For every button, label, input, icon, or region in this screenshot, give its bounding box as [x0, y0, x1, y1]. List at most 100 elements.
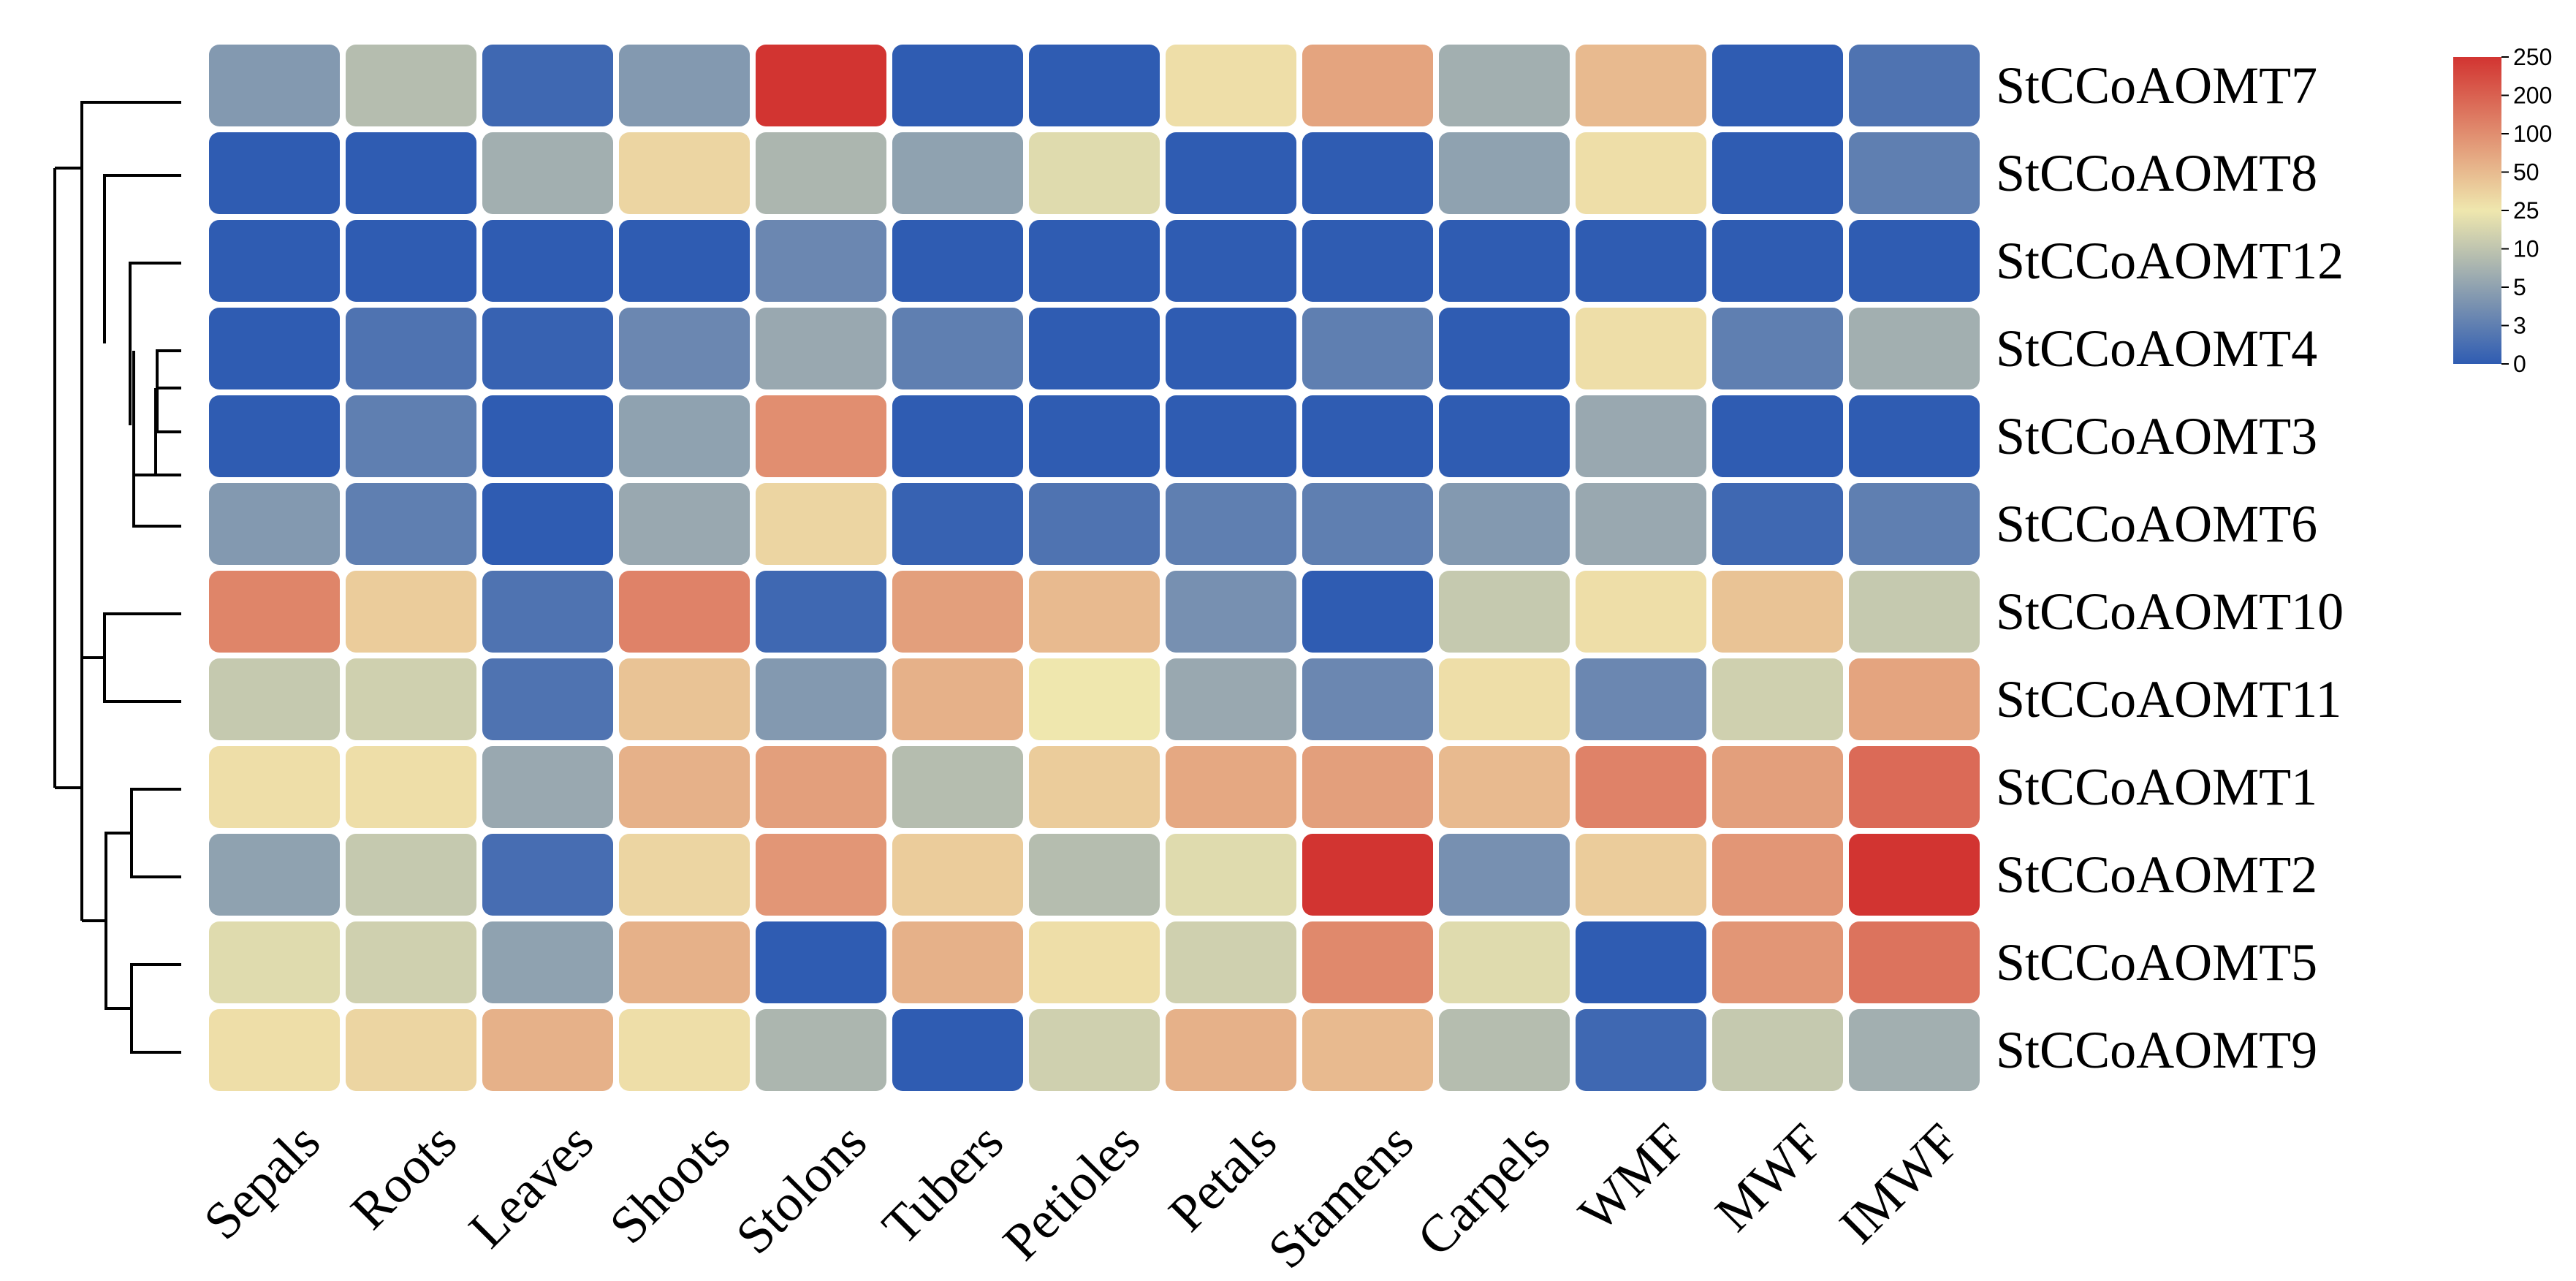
row-label: StCCoAOMT6 [1996, 495, 2317, 553]
heatmap-cell [209, 308, 340, 389]
heatmap-cell [1576, 395, 1706, 477]
heatmap-cell [346, 571, 476, 653]
heatmap-cell [1029, 834, 1160, 916]
heatmap-cell [1029, 571, 1160, 653]
heatmap-cell [346, 220, 476, 302]
heatmap-cell [756, 746, 886, 828]
heatmap-cell [1439, 658, 1570, 740]
heatmap-cell [1849, 834, 1980, 916]
row-label: StCCoAOMT4 [1996, 319, 2317, 378]
heatmap-cell [1029, 483, 1160, 565]
heatmap-cell [1712, 220, 1843, 302]
heatmap-cell [1712, 395, 1843, 477]
column-label: WMF [1568, 1112, 1698, 1242]
heatmap-cell [346, 395, 476, 477]
column-label: Stolons [725, 1112, 878, 1265]
heatmap-cell [1576, 746, 1706, 828]
dendro-link [156, 349, 181, 432]
heatmap-cell [1439, 1009, 1570, 1091]
heatmap-cell [1576, 132, 1706, 214]
heatmap-cell [1166, 220, 1296, 302]
dendro-link [130, 788, 181, 878]
heatmap-cell [756, 834, 886, 916]
heatmap-cell [1849, 483, 1980, 565]
heatmap-cell [346, 308, 476, 389]
heatmap-cell [892, 1009, 1023, 1091]
heatmap-cell [482, 395, 613, 477]
heatmap-cell [482, 834, 613, 916]
heatmap-cell [1712, 921, 1843, 1003]
heatmap-cell [209, 1009, 340, 1091]
heatmap-cell [1166, 658, 1296, 740]
heatmap-cell [892, 658, 1023, 740]
heatmap-cell [619, 132, 750, 214]
heatmap-cell [1029, 658, 1160, 740]
row-label: StCCoAOMT1 [1996, 758, 2317, 816]
heatmap-cell [1849, 132, 1980, 214]
heatmap-cell [1576, 1009, 1706, 1091]
heatmap-cell [209, 746, 340, 828]
dendro-link [129, 262, 181, 425]
heatmap-cell [1712, 483, 1843, 565]
heatmap-cell [1712, 834, 1843, 916]
column-label: Petals [1158, 1112, 1288, 1242]
heatmap-cell [756, 395, 886, 477]
heatmap-cell [892, 921, 1023, 1003]
dendro-link [130, 963, 181, 1054]
heatmap-cell [346, 1009, 476, 1091]
heatmap-cell [209, 658, 340, 740]
colorbar-tick-label: 50 [2513, 159, 2539, 186]
heatmap-cell [346, 132, 476, 214]
heatmap-cell [756, 1009, 886, 1091]
colorbar-tick-label: 25 [2513, 197, 2539, 224]
colorbar: 250 200 100 50 25 10 5 3 0 [2453, 44, 2552, 377]
heatmap-cell [619, 921, 750, 1003]
heatmap-cell [1439, 483, 1570, 565]
heatmap-cell [1166, 571, 1296, 653]
heatmap-cell [1439, 45, 1570, 126]
heatmap-cell [1439, 921, 1570, 1003]
heatmap-cell [1849, 571, 1980, 653]
heatmap-cell [1166, 483, 1296, 565]
dendro-link [103, 174, 181, 343]
heatmap-cell [1439, 308, 1570, 389]
heatmap-cell [1166, 395, 1296, 477]
heatmap-cell [1302, 834, 1433, 916]
heatmap-cell [482, 746, 613, 828]
heatmap-cell [619, 1009, 750, 1091]
heatmap-cell [482, 571, 613, 653]
heatmap-cell [756, 483, 886, 565]
heatmap-cell [1302, 746, 1433, 828]
heatmap-cell [1302, 1009, 1433, 1091]
heatmap-cell [346, 834, 476, 916]
column-label: MWF [1704, 1112, 1834, 1242]
heatmap-cell [619, 571, 750, 653]
heatmap-cell [209, 483, 340, 565]
column-labels: Sepals RootsLeavesShootsStolonsTubersPeti… [193, 1112, 1971, 1280]
heatmap-cell [1439, 834, 1570, 916]
column-label: Roots [340, 1112, 468, 1240]
heatmap-cell [482, 132, 613, 214]
heatmap-cell [1029, 308, 1160, 389]
heatmap-cell [619, 395, 750, 477]
heatmap-cell [1849, 921, 1980, 1003]
heatmap-cell [1302, 220, 1433, 302]
heatmap-cell [756, 571, 886, 653]
row-label: StCCoAOMT9 [1996, 1021, 2317, 1079]
heatmap-cell [482, 308, 613, 389]
heatmap-cell [619, 220, 750, 302]
heatmap-cell [346, 921, 476, 1003]
heatmap-cell [1576, 308, 1706, 389]
row-label: StCCoAOMT7 [1996, 56, 2317, 115]
heatmap-cell [209, 45, 340, 126]
colorbar-tick-label: 10 [2513, 236, 2539, 262]
heatmap-cell [892, 132, 1023, 214]
heatmap-cell [1712, 658, 1843, 740]
dendro-link [103, 612, 181, 703]
heatmap-cell [1166, 308, 1296, 389]
heatmap-cell [1712, 571, 1843, 653]
heatmap-cell [1302, 921, 1433, 1003]
heatmap-cell [892, 483, 1023, 565]
row-label: StCCoAOMT12 [1996, 232, 2344, 290]
heatmap-cell [1166, 1009, 1296, 1091]
